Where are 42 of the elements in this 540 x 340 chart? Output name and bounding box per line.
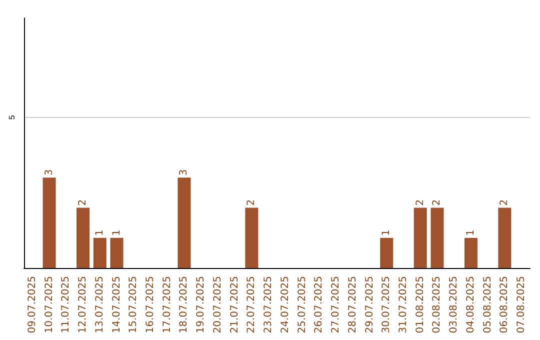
- data-label: 2: [414, 199, 426, 206]
- x-tick-label: 14.07.2025: [111, 276, 122, 334]
- x-tick-label: 28.07.2025: [347, 276, 358, 334]
- x-tick-label: 07.08.2025: [516, 276, 528, 334]
- x-tick-label: 01.08.2025: [414, 276, 426, 334]
- x-tick-label: 03.08.2025: [448, 276, 460, 334]
- data-label: 2: [246, 199, 258, 206]
- x-tick-label: 11.07.2025: [60, 276, 72, 334]
- x-tick-label: 04.08.2025: [465, 276, 476, 334]
- x-tick-label: 29.07.2025: [364, 276, 376, 334]
- data-label: 2: [78, 199, 89, 206]
- x-tick-label: 19.07.2025: [196, 276, 207, 334]
- data-label: 3: [44, 169, 55, 176]
- x-tick-label: 24.07.2025: [280, 276, 291, 334]
- x-tick-label: 30.07.2025: [381, 276, 392, 334]
- x-tick-label: 23.07.2025: [263, 276, 274, 334]
- x-tick-label: 16.07.2025: [145, 276, 156, 334]
- x-tick-label: 26.07.2025: [314, 276, 325, 334]
- x-tick-label: 05.08.2025: [482, 276, 494, 334]
- x-tick-label: 25.07.2025: [296, 276, 308, 334]
- x-tick-label: 12.07.2025: [78, 276, 89, 334]
- x-tick-label: 02.08.2025: [432, 276, 443, 334]
- x-tick-label: 17.07.2025: [162, 276, 173, 334]
- x-tick-label: 06.08.2025: [499, 276, 510, 334]
- y-tick-label: 5: [8, 114, 16, 120]
- x-tick-label: 13.07.2025: [94, 276, 106, 334]
- data-label: 1: [111, 230, 122, 236]
- data-label: 1: [465, 230, 476, 236]
- x-tick-label: 21.07.2025: [229, 276, 240, 334]
- x-tick-label: 31.07.2025: [398, 276, 409, 334]
- x-tick-label: 20.07.2025: [212, 276, 224, 334]
- x-tick-label: 09.07.2025: [26, 276, 38, 334]
- x-tick-label: 27.07.2025: [330, 276, 342, 334]
- data-label: 2: [499, 199, 510, 206]
- x-tick-label: 10.07.2025: [44, 276, 55, 334]
- data-label: 1: [381, 230, 392, 236]
- x-tick-label: 15.07.2025: [128, 276, 140, 334]
- x-tick-label: 18.07.2025: [178, 276, 190, 334]
- data-label: 1: [94, 230, 106, 236]
- data-label: 3: [178, 169, 190, 176]
- x-tick-label: 22.07.2025: [246, 276, 258, 334]
- data-label: 2: [432, 199, 443, 206]
